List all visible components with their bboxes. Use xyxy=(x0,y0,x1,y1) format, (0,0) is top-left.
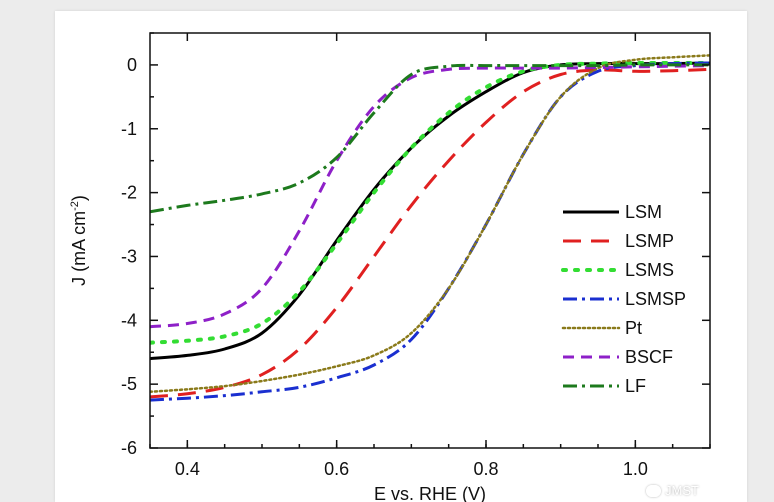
y-tick-label: -5 xyxy=(121,374,137,394)
watermark: JMST xyxy=(646,483,699,498)
chat-bubble-icon xyxy=(646,484,662,497)
legend-label-lsms: LSMS xyxy=(625,260,674,280)
x-tick-label: 0.4 xyxy=(175,459,200,479)
legend: LSM LSMP LSMS LSMSP Pt BSCF LF xyxy=(561,202,686,396)
y-tick-label: -3 xyxy=(121,246,137,266)
x-tick-label: 0.6 xyxy=(324,459,349,479)
chart-card: 0.4 0.6 0.8 1.0 0 -1 -2 -3 -4 -5 -6 J (mA cm-2) E … xyxy=(55,11,747,502)
x-tick-label: 0.8 xyxy=(473,459,498,479)
legend-label-pt: Pt xyxy=(625,318,642,338)
x-axis-title: E vs. RHE (V) xyxy=(374,484,486,502)
lsv-chart: 0.4 0.6 0.8 1.00-1-2-3-4-5-6 J (mA cm-2) E … xyxy=(69,32,711,502)
y-tick-label: 0 xyxy=(127,55,137,75)
y-axis-title-close: ) xyxy=(69,195,89,201)
watermark-text: JMST xyxy=(665,483,699,498)
series-line-lsms xyxy=(150,60,710,345)
y-axis-title: J (mA cm-2) xyxy=(69,195,89,286)
series-line-pt xyxy=(150,54,710,394)
plot-frame xyxy=(149,32,711,449)
series-line-bscf xyxy=(150,64,710,329)
series-line-lsmsp xyxy=(150,61,710,402)
y-axis-title-superscript: -2 xyxy=(69,201,81,211)
legend-label-lsm: LSM xyxy=(625,202,662,222)
legend-label-bscf: BSCF xyxy=(625,347,673,367)
series-line-lf xyxy=(150,63,710,214)
y-tick-label: -1 xyxy=(121,119,137,139)
y-tick-label: -4 xyxy=(121,310,137,330)
x-tick-label: 1.0 xyxy=(623,459,648,479)
legend-label-lsmp: LSMP xyxy=(625,231,674,251)
legend-label-lsmsp: LSMSP xyxy=(625,289,686,309)
y-axis-title-main: J (mA cm xyxy=(69,211,89,286)
y-tick-label: -2 xyxy=(121,183,137,203)
y-tick-label: -6 xyxy=(121,438,137,458)
series-line-lsmp xyxy=(150,67,710,399)
legend-label-lf: LF xyxy=(625,376,646,396)
